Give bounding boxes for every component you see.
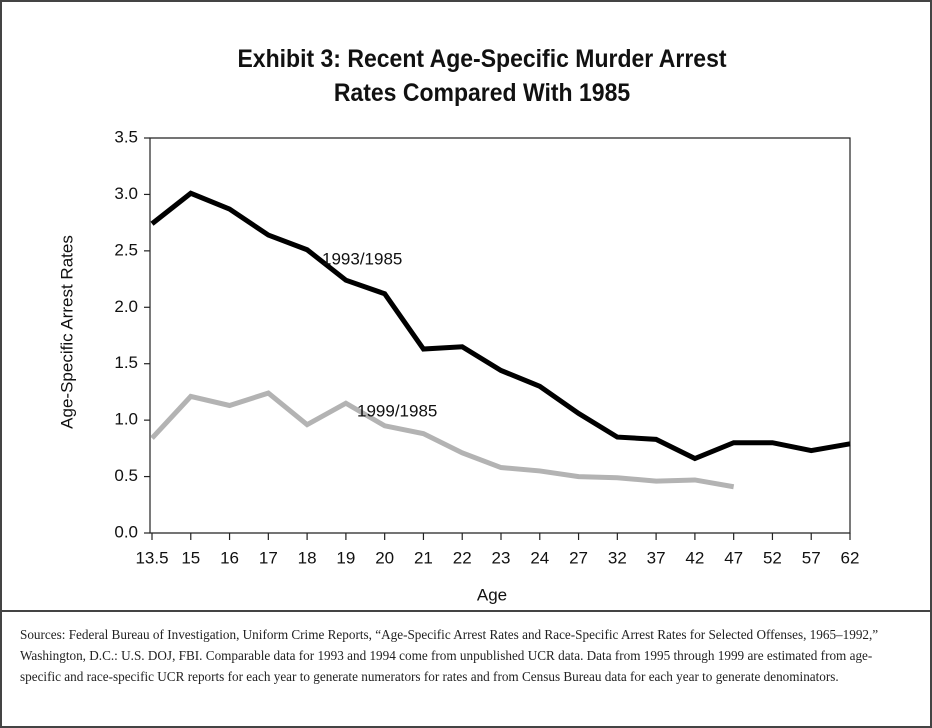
x-tick-label: 13.5 [135,548,168,567]
y-tick-label: 1.0 [114,410,138,429]
x-tick-label: 37 [647,548,666,567]
chart-title: Exhibit 3: Recent Age-Specific Murder Ar… [237,45,727,107]
x-tick-label: 22 [453,548,472,567]
x-tick-label: 23 [492,548,511,567]
y-tick-label: 0.0 [114,522,138,541]
x-tick-label: 16 [220,548,239,567]
y-axis-label: Age-Specific Arrest Rates [57,235,76,429]
series-label: 1993/1985 [322,249,402,268]
y-tick-label: 0.5 [114,466,138,485]
x-tick-label: 21 [414,548,433,567]
x-tick-label: 19 [336,548,355,567]
y-tick-label: 3.0 [114,184,138,203]
x-tick-label: 57 [802,548,821,567]
x-tick-label: 52 [763,548,782,567]
x-tick-label: 42 [685,548,704,567]
y-tick-label: 2.5 [114,240,138,259]
chart: Age Age-Specific Arrest Rates 0.0 0.5 1.0 1… [57,127,860,604]
series-label: 1999/1985 [357,401,437,420]
x-tick-label: 18 [298,548,317,567]
source-note: Sources: Federal Bureau of Investigation… [20,627,879,684]
plot-frame [149,137,851,534]
y-tick-label: 3.5 [114,127,138,146]
x-tick-label: 47 [724,548,743,567]
y-tick-label: 1.5 [114,353,138,372]
x-tick-label: 24 [530,548,549,567]
x-axis-label: Age [477,585,507,604]
x-tick-label: 27 [569,548,588,567]
y-tick-label: 2.0 [114,297,138,316]
divider [2,610,930,612]
x-tick-label: 62 [841,548,860,567]
x-tick-label: 20 [375,548,394,567]
data-line [150,390,735,490]
x-tick-label: 15 [181,548,200,567]
data-line [150,190,851,462]
x-tick-label: 17 [259,548,278,567]
x-tick-label: 32 [608,548,627,567]
